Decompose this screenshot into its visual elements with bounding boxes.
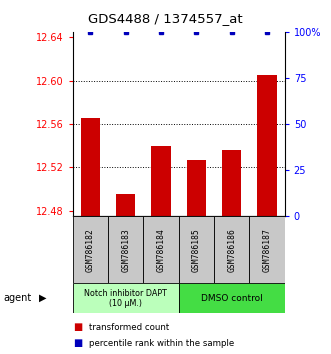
Text: GSM786185: GSM786185 <box>192 228 201 272</box>
Bar <box>151 145 171 216</box>
Bar <box>116 194 135 216</box>
Text: Notch inhibitor DAPT
(10 μM.): Notch inhibitor DAPT (10 μM.) <box>84 289 167 308</box>
FancyBboxPatch shape <box>143 216 179 283</box>
Text: agent: agent <box>3 293 31 303</box>
Text: GSM786186: GSM786186 <box>227 228 236 272</box>
Text: ■: ■ <box>73 338 82 348</box>
FancyBboxPatch shape <box>73 283 179 313</box>
FancyBboxPatch shape <box>73 216 108 283</box>
Text: transformed count: transformed count <box>89 323 169 332</box>
Text: GSM786184: GSM786184 <box>157 228 166 272</box>
Text: ▶: ▶ <box>39 293 47 303</box>
FancyBboxPatch shape <box>108 216 143 283</box>
FancyBboxPatch shape <box>249 216 285 283</box>
FancyBboxPatch shape <box>214 216 249 283</box>
Text: GSM786183: GSM786183 <box>121 228 130 272</box>
Bar <box>222 150 241 216</box>
FancyBboxPatch shape <box>179 283 285 313</box>
Text: GSM786187: GSM786187 <box>262 228 271 272</box>
Text: GDS4488 / 1374557_at: GDS4488 / 1374557_at <box>88 12 243 25</box>
Text: percentile rank within the sample: percentile rank within the sample <box>89 339 235 348</box>
Bar <box>81 119 100 216</box>
FancyBboxPatch shape <box>179 216 214 283</box>
Text: DMSO control: DMSO control <box>201 294 262 303</box>
Text: GSM786182: GSM786182 <box>86 228 95 272</box>
Bar <box>257 75 277 216</box>
Text: ■: ■ <box>73 322 82 332</box>
Bar <box>187 160 206 216</box>
